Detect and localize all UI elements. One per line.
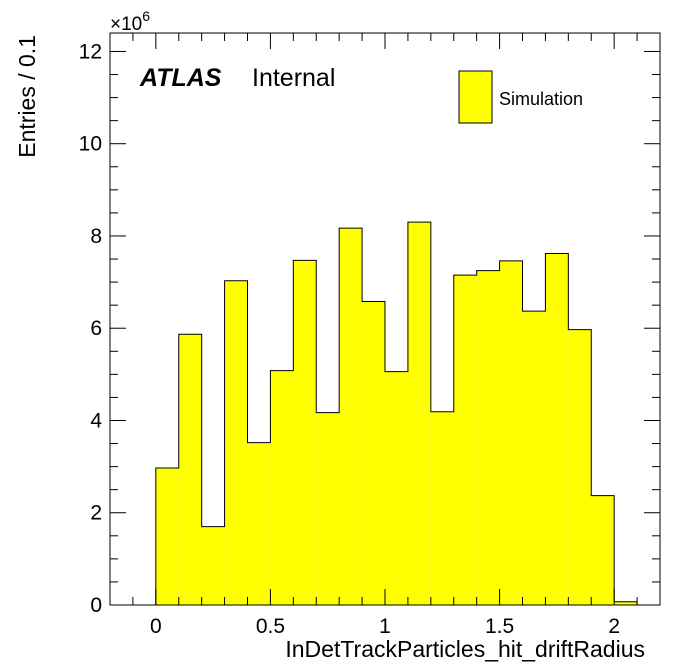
histogram-bar (178, 334, 202, 605)
x-tick-label: 2 (608, 615, 620, 638)
y-axis-title: Entries / 0.1 (14, 35, 40, 158)
legend: Simulation (458, 70, 583, 124)
x-axis-title: InDetTrackParticles_hit_driftRadius (285, 636, 645, 662)
histogram-bar (476, 270, 500, 605)
y-tick-label: 2 (90, 502, 102, 525)
y-axis-multiplier: ×106 (110, 8, 150, 35)
y-tick-label: 12 (79, 40, 102, 63)
axis-tick-labels: 0 0.5 1 1.5 2 0 2 4 6 8 10 12 (79, 40, 620, 638)
histogram-bar (453, 275, 477, 605)
histogram-bar (316, 412, 340, 605)
y-tick-label: 6 (90, 317, 102, 340)
x-tick-label: 1.5 (485, 615, 514, 638)
y-tick-label: 10 (79, 133, 102, 156)
axis-ticks (109, 33, 661, 606)
histogram-bar (499, 260, 523, 605)
histogram-bar (522, 311, 546, 605)
histogram-bar (591, 495, 615, 605)
histogram-bar (247, 442, 271, 605)
legend-swatch (458, 70, 493, 124)
histogram-bar (614, 601, 638, 605)
internal-label: Internal (252, 64, 335, 92)
x-tick-label: 1 (379, 615, 391, 638)
histogram-outline (155, 221, 638, 605)
atlas-label: ATLAS (139, 64, 222, 92)
y-tick-label: 8 (90, 225, 102, 248)
histogram-bar (201, 526, 225, 605)
y-tick-label: 4 (90, 409, 102, 432)
histogram-bar (155, 467, 179, 605)
histogram-bar (407, 222, 431, 605)
histogram-bar (545, 253, 569, 606)
y-tick-label: 0 (90, 594, 102, 617)
legend-label: Simulation (499, 89, 583, 109)
histogram-bar (270, 370, 294, 605)
histogram-bar (339, 228, 363, 606)
x-tick-label: 0.5 (256, 615, 285, 638)
histogram-bar (362, 301, 385, 605)
histogram-bars (155, 221, 638, 606)
x-tick-label: 0 (150, 615, 162, 638)
histogram-bar (430, 411, 454, 605)
histogram-bar (293, 260, 317, 605)
histogram-bar (224, 280, 248, 605)
histogram-bar (568, 329, 592, 605)
histogram-bar (385, 371, 408, 605)
